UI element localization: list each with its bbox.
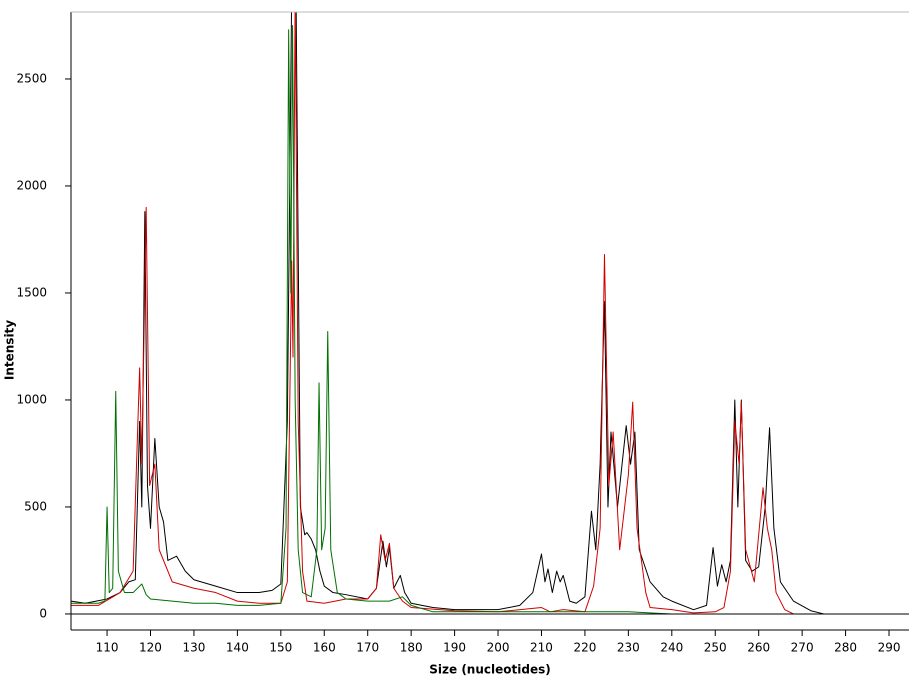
y-tick-label: 1500 [16,285,47,299]
trace [71,12,794,615]
y-tick-label: 0 [39,606,47,620]
x-tick-label: 260 [747,641,770,655]
x-tick-label: 240 [660,641,683,655]
x-tick-label: 180 [400,641,423,655]
y-tick-label: 1000 [16,392,47,406]
x-tick-label: 150 [269,641,292,655]
x-tick-label: 160 [313,641,336,655]
y-tick-label: 500 [24,499,47,513]
x-tick-label: 120 [139,641,162,655]
x-tick-label: 250 [704,641,727,655]
x-tick-label: 220 [573,641,596,655]
x-tick-label: 290 [878,641,901,655]
x-tick-label: 210 [530,641,553,655]
x-tick-label: 200 [487,641,510,655]
x-tick-label: 110 [96,641,119,655]
x-tick-label: 270 [791,641,814,655]
x-tick-label: 230 [617,641,640,655]
x-axis-title: Size (nucleotides) [429,663,550,677]
y-axis-title: Intensity [3,320,17,380]
plot-area [71,12,859,615]
trace [71,24,859,615]
y-tick-label: 2000 [16,178,47,192]
x-tick-label: 130 [182,641,205,655]
y-tick-label: 2500 [16,71,47,85]
x-tick-label: 190 [443,641,466,655]
x-tick-label: 140 [226,641,249,655]
x-tick-label: 170 [356,641,379,655]
x-tick-label: 280 [834,641,857,655]
trace [71,12,824,615]
